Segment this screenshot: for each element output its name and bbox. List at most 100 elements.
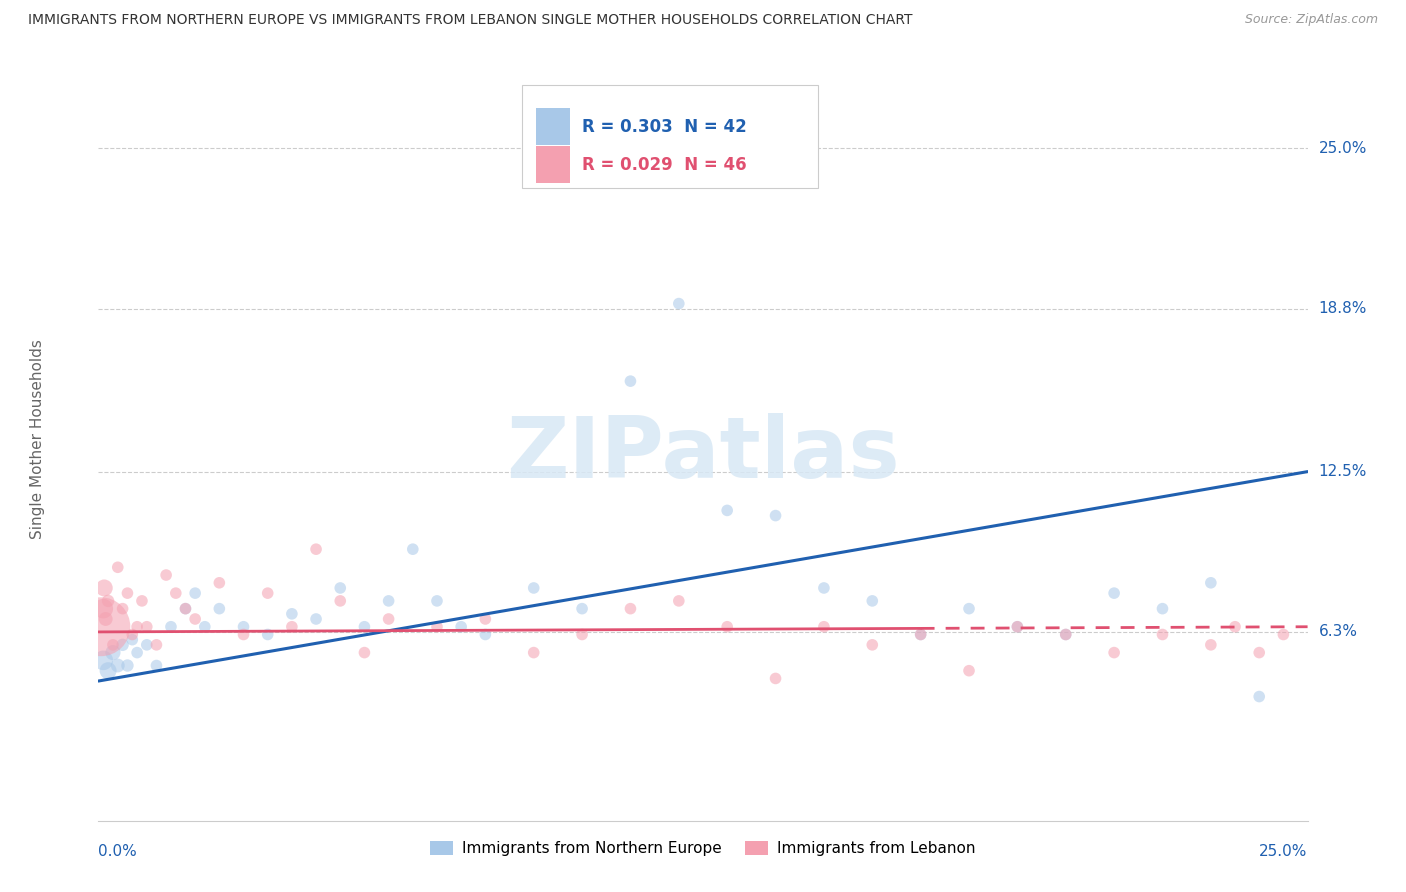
Point	[117, 658, 139, 673]
Point	[107, 560, 129, 574]
Point	[256, 627, 278, 641]
Point	[145, 638, 167, 652]
Point	[281, 620, 304, 634]
Point	[97, 664, 120, 678]
Point	[184, 612, 207, 626]
Point	[377, 594, 399, 608]
Text: IMMIGRANTS FROM NORTHERN EUROPE VS IMMIGRANTS FROM LEBANON SINGLE MOTHER HOUSEHO: IMMIGRANTS FROM NORTHERN EUROPE VS IMMIG…	[28, 13, 912, 28]
Text: 25.0%: 25.0%	[1319, 141, 1367, 156]
Text: R = 0.029  N = 46: R = 0.029 N = 46	[582, 156, 747, 174]
Point	[523, 646, 546, 660]
Point	[668, 296, 690, 310]
Point	[668, 594, 690, 608]
Point	[1102, 586, 1125, 600]
FancyBboxPatch shape	[536, 146, 569, 183]
Point	[97, 594, 120, 608]
Text: R = 0.303  N = 42: R = 0.303 N = 42	[582, 118, 747, 136]
Point	[1007, 620, 1029, 634]
FancyBboxPatch shape	[522, 85, 818, 187]
Point	[94, 612, 117, 626]
Point	[1152, 601, 1174, 615]
Point	[194, 620, 217, 634]
Point	[131, 594, 153, 608]
Point	[1054, 627, 1077, 641]
Point	[232, 627, 254, 641]
Text: 6.3%: 6.3%	[1319, 624, 1358, 640]
Point	[208, 575, 231, 590]
Point	[208, 601, 231, 615]
Point	[426, 620, 449, 634]
Point	[127, 620, 149, 634]
Point	[305, 542, 328, 557]
Text: 18.8%: 18.8%	[1319, 301, 1367, 317]
Point	[910, 627, 932, 641]
Point	[329, 581, 352, 595]
FancyBboxPatch shape	[536, 108, 569, 145]
Point	[1199, 575, 1222, 590]
Point	[765, 508, 787, 523]
Point	[813, 620, 835, 634]
Text: 12.5%: 12.5%	[1319, 464, 1367, 479]
Point	[450, 620, 472, 634]
Point	[1249, 690, 1271, 704]
Point	[305, 612, 328, 626]
Point	[145, 658, 167, 673]
Point	[90, 620, 112, 634]
Point	[1199, 638, 1222, 652]
Point	[121, 627, 143, 641]
Point	[813, 581, 835, 595]
Text: Single Mother Households: Single Mother Households	[31, 339, 45, 540]
Point	[121, 632, 143, 647]
Point	[523, 581, 546, 595]
Point	[281, 607, 304, 621]
Point	[957, 601, 980, 615]
Point	[101, 638, 124, 652]
Point	[101, 646, 124, 660]
Point	[111, 638, 134, 652]
Point	[571, 627, 593, 641]
Point	[957, 664, 980, 678]
Legend: Immigrants from Northern Europe, Immigrants from Lebanon: Immigrants from Northern Europe, Immigra…	[425, 835, 981, 863]
Point	[155, 568, 177, 582]
Point	[1249, 646, 1271, 660]
Point	[353, 646, 375, 660]
Point	[1272, 627, 1295, 641]
Point	[135, 638, 157, 652]
Point	[160, 620, 183, 634]
Point	[165, 586, 187, 600]
Point	[1152, 627, 1174, 641]
Point	[135, 620, 157, 634]
Point	[571, 601, 593, 615]
Text: 0.0%: 0.0%	[98, 844, 138, 858]
Point	[127, 646, 149, 660]
Point	[329, 594, 352, 608]
Point	[232, 620, 254, 634]
Point	[474, 627, 496, 641]
Point	[402, 542, 425, 557]
Point	[619, 374, 641, 388]
Point	[1054, 627, 1077, 641]
Point	[377, 612, 399, 626]
Point	[256, 586, 278, 600]
Text: ZIPatlas: ZIPatlas	[506, 413, 900, 496]
Point	[765, 672, 787, 686]
Point	[174, 601, 197, 615]
Point	[860, 594, 883, 608]
Point	[716, 503, 738, 517]
Point	[107, 658, 129, 673]
Point	[184, 586, 207, 600]
Point	[93, 581, 115, 595]
Point	[910, 627, 932, 641]
Point	[474, 612, 496, 626]
Point	[353, 620, 375, 634]
Point	[91, 653, 114, 667]
Point	[174, 601, 197, 615]
Point	[619, 601, 641, 615]
Point	[117, 586, 139, 600]
Point	[426, 594, 449, 608]
Text: Source: ZipAtlas.com: Source: ZipAtlas.com	[1244, 13, 1378, 27]
Point	[111, 601, 134, 615]
Point	[860, 638, 883, 652]
Point	[91, 601, 114, 615]
Text: 25.0%: 25.0%	[1260, 844, 1308, 858]
